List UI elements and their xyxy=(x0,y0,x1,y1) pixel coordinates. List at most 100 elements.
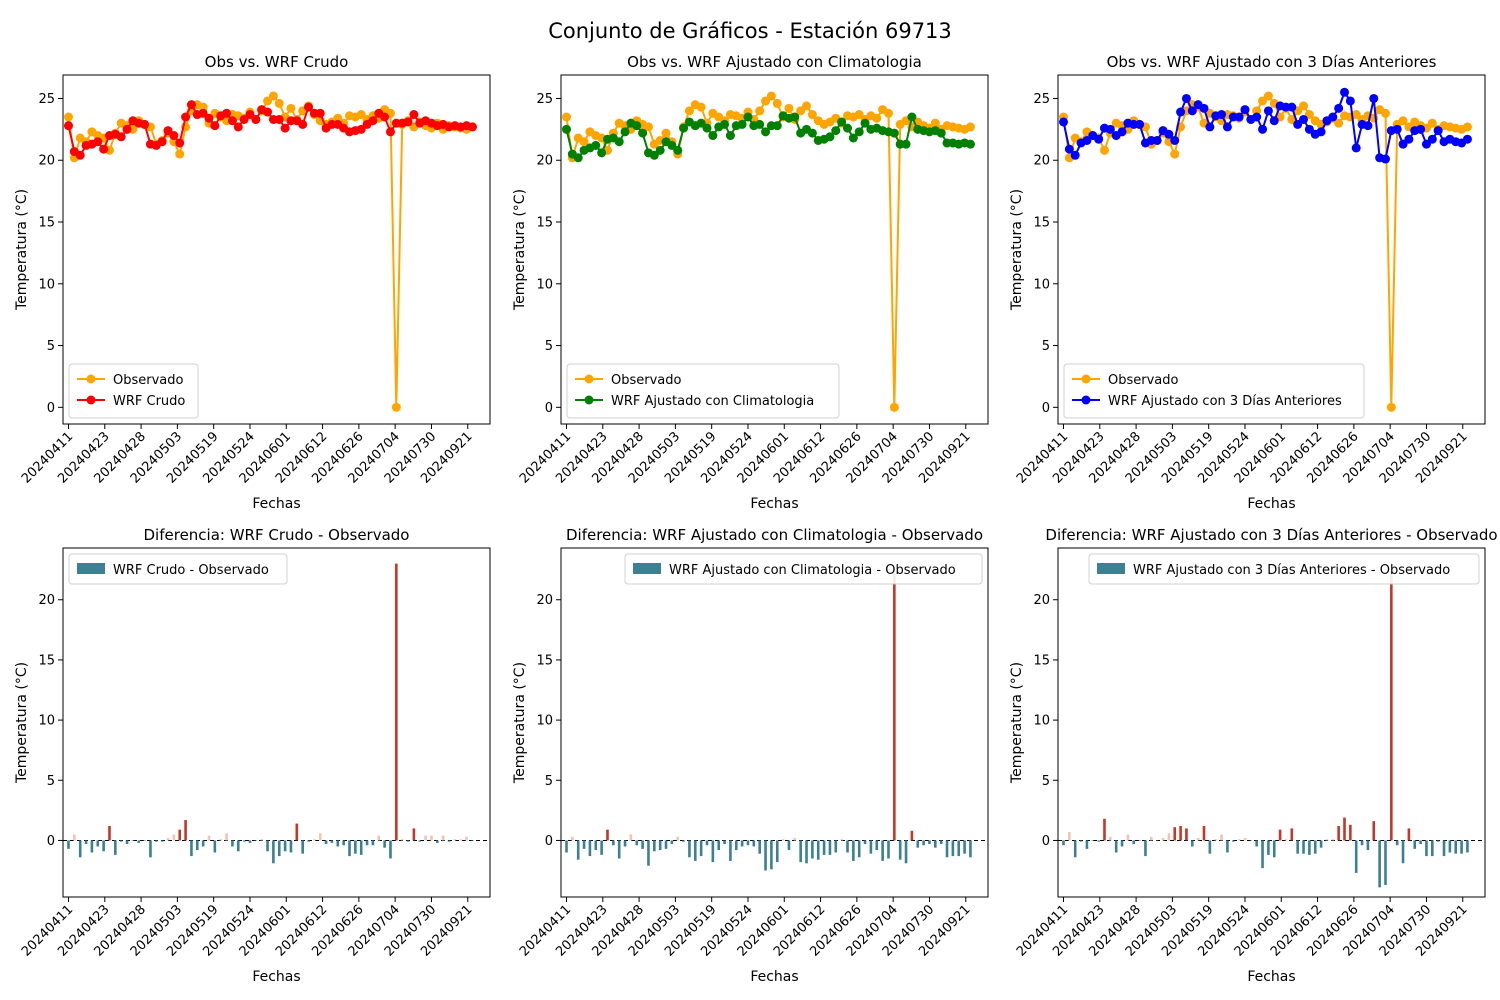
axes-frame xyxy=(62,547,491,898)
bar xyxy=(594,840,598,851)
bar xyxy=(1144,840,1147,857)
data-point xyxy=(1299,114,1309,124)
bar xyxy=(1109,836,1112,841)
x-axis-label: Fechas xyxy=(1247,969,1295,985)
plot-area xyxy=(1059,87,1472,412)
data-point xyxy=(1263,91,1273,101)
bar xyxy=(295,823,299,841)
bar xyxy=(1442,840,1446,857)
bar xyxy=(1255,840,1258,847)
x-axis-label: Fechas xyxy=(750,969,798,985)
data-point xyxy=(679,123,689,133)
bar xyxy=(588,840,592,857)
plot-area xyxy=(64,91,477,412)
y-tick-label: 5 xyxy=(47,774,55,789)
bar xyxy=(236,840,240,852)
legend-swatch xyxy=(1097,563,1125,574)
bar xyxy=(1325,839,1329,841)
y-tick-label: 5 xyxy=(1042,339,1050,354)
bar xyxy=(822,840,826,855)
data-point xyxy=(467,122,477,132)
bar xyxy=(916,840,920,848)
data-point xyxy=(562,124,572,134)
data-point xyxy=(227,116,237,126)
y-tick-label: 0 xyxy=(545,834,553,849)
bar xyxy=(441,835,445,841)
bar xyxy=(1214,839,1218,841)
series-line xyxy=(67,94,473,408)
data-point xyxy=(807,128,817,138)
data-point xyxy=(1234,112,1244,122)
y-tick-label: 5 xyxy=(545,774,553,789)
bar xyxy=(131,840,135,841)
data-point xyxy=(1199,103,1209,113)
bar xyxy=(1337,825,1340,841)
bar xyxy=(881,840,884,861)
bar xyxy=(330,840,334,843)
data-point xyxy=(1252,112,1262,122)
bar xyxy=(612,840,615,846)
data-point xyxy=(1386,402,1396,412)
legend-label: WRF Ajustado con 3 Días Anteriores - Obs… xyxy=(1133,563,1450,578)
legend-label: WRF Crudo xyxy=(113,394,185,409)
legend: Observado WRF Ajustado con Climatologia xyxy=(566,363,840,419)
bar xyxy=(102,840,105,852)
bar xyxy=(78,840,82,858)
legend-marker xyxy=(1081,374,1091,384)
charts-grid: Obs vs. WRF Crudo05101520252024041120240… xyxy=(14,53,1498,985)
bar xyxy=(734,840,738,851)
bar xyxy=(1155,840,1159,841)
data-point xyxy=(573,153,583,163)
bar xyxy=(1196,838,1200,841)
legend-swatch xyxy=(77,563,105,574)
data-point xyxy=(210,121,220,131)
chart-title: Obs vs. WRF Ajustado con Climatologia xyxy=(627,53,922,71)
data-point xyxy=(1380,154,1390,164)
data-point xyxy=(409,110,419,120)
plot-area xyxy=(561,573,988,871)
data-point xyxy=(385,127,395,137)
legend-marker xyxy=(86,395,96,405)
bar xyxy=(160,840,164,842)
data-point xyxy=(122,124,132,134)
y-tick-label: 0 xyxy=(47,401,55,416)
bar xyxy=(711,840,715,863)
series-2 xyxy=(562,111,975,163)
bar xyxy=(389,840,392,859)
bar xyxy=(1413,840,1417,849)
data-point xyxy=(825,132,835,142)
bar xyxy=(324,840,328,845)
bar xyxy=(184,819,187,841)
bar xyxy=(717,840,721,851)
y-tick-label: 15 xyxy=(38,216,55,231)
y-tick-label: 0 xyxy=(1042,401,1050,416)
data-point xyxy=(1059,117,1069,127)
data-point xyxy=(696,102,706,112)
plot-area xyxy=(63,563,490,864)
data-point xyxy=(1181,93,1191,103)
bar xyxy=(963,840,966,854)
y-tick-label: 25 xyxy=(38,92,55,107)
data-point xyxy=(1462,134,1472,144)
axes-frame xyxy=(1057,547,1486,898)
legend: WRF Ajustado con 3 Días Anteriores - Obs… xyxy=(1088,553,1480,585)
bar xyxy=(834,840,838,853)
legend-marker xyxy=(584,395,594,405)
bar xyxy=(1407,828,1411,841)
bar xyxy=(828,840,832,855)
y-tick-label: 10 xyxy=(1033,277,1050,292)
bar xyxy=(1243,838,1247,841)
bar xyxy=(1390,570,1393,841)
chart-5: Diferencia: WRF Ajustado con Climatologi… xyxy=(512,526,989,985)
data-point xyxy=(1328,112,1338,122)
data-point xyxy=(802,101,812,111)
bar xyxy=(1079,840,1083,842)
bar xyxy=(793,838,797,841)
bar xyxy=(84,840,88,845)
chart-title: Diferencia: WRF Ajustado con Climatologi… xyxy=(566,526,983,544)
y-axis-label: Temperatura (°C) xyxy=(14,189,30,311)
bar xyxy=(623,840,627,847)
data-point xyxy=(661,128,671,138)
data-point xyxy=(1363,121,1373,131)
